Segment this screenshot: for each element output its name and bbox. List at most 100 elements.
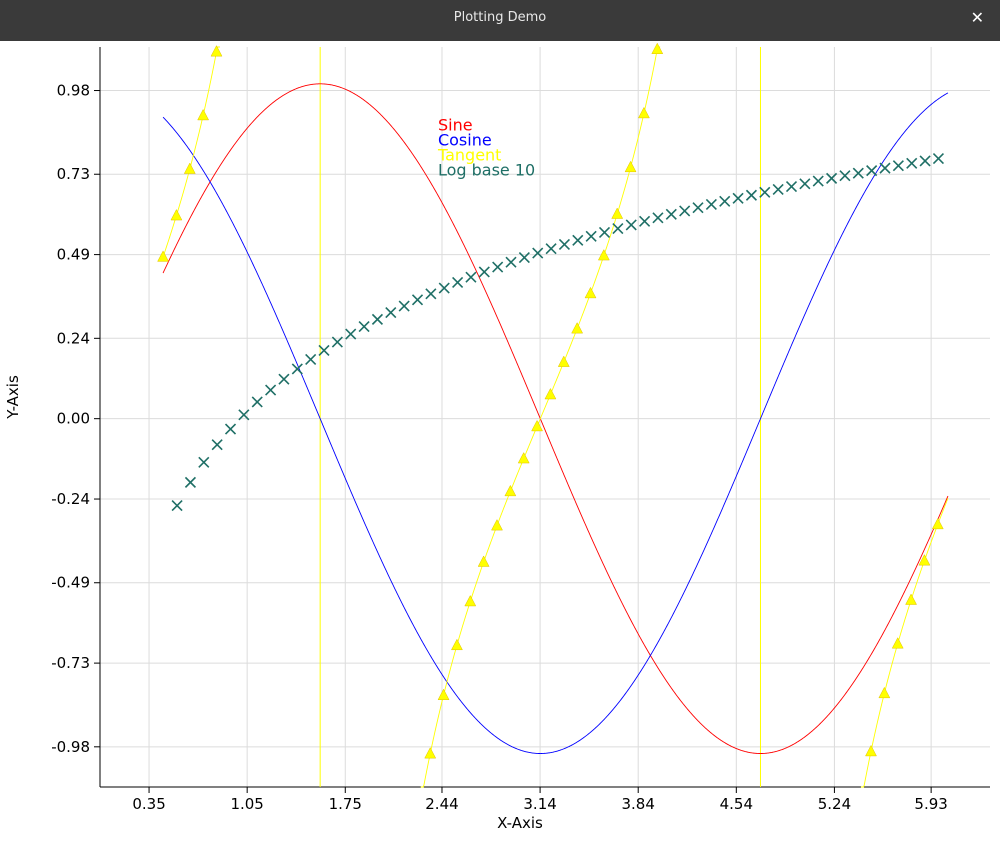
log-marker	[759, 186, 771, 198]
y-tick-label: 0.73	[57, 165, 90, 183]
tangent-marker	[183, 162, 196, 174]
log-marker	[625, 219, 637, 231]
log-marker	[398, 300, 410, 312]
log-marker	[438, 282, 450, 294]
log-marker	[839, 170, 851, 182]
log-marker	[518, 252, 530, 264]
log-marker	[799, 178, 811, 190]
log-marker	[745, 189, 758, 201]
y-tick-label: -0.24	[51, 490, 90, 508]
tangent-marker	[865, 744, 877, 757]
tangent-marker	[491, 519, 503, 531]
series-line-sine	[162, 83, 949, 754]
y-tick-label: 0.98	[57, 82, 90, 100]
close-icon[interactable]: ✕	[970, 8, 984, 27]
x-tick-label: 4.54	[720, 795, 753, 813]
y-tick-label: -0.49	[51, 574, 90, 592]
series-line-tangent	[162, 46, 949, 788]
tangent-marker	[905, 593, 917, 605]
log-marker	[238, 409, 250, 421]
log-marker	[265, 384, 277, 396]
log-marker	[345, 328, 357, 340]
series-layer	[162, 46, 949, 788]
log-marker	[612, 223, 624, 235]
window-titlebar: Plotting Demo ✕	[0, 0, 1000, 41]
log-marker	[251, 396, 263, 408]
log-marker	[318, 344, 330, 357]
tangent-marker	[504, 484, 517, 497]
log-marker	[785, 181, 798, 193]
tangent-marker	[464, 594, 477, 607]
log-marker	[679, 205, 691, 217]
log-marker	[879, 162, 891, 174]
log-marker	[184, 476, 197, 488]
x-tick-label: 3.84	[622, 795, 655, 813]
tangent-marker	[918, 554, 931, 566]
log-marker	[772, 183, 784, 195]
legend-entry: Tangent	[437, 146, 501, 165]
legend-entry: Log base 10	[438, 161, 535, 180]
x-tick-label: 3.14	[523, 795, 556, 813]
log-marker	[452, 276, 464, 289]
log-marker	[639, 215, 651, 227]
y-tick-label: 0.24	[57, 329, 90, 347]
log-marker	[371, 313, 384, 325]
log-marker	[866, 165, 878, 177]
asymptote-lines	[319, 47, 761, 787]
tangent-marker	[517, 451, 530, 464]
window-title: Plotting Demo	[453, 10, 547, 25]
log-marker	[278, 373, 290, 385]
log-marker	[932, 152, 945, 165]
tangent-marker	[157, 250, 169, 262]
y-axis-label: Y-Axis	[4, 375, 22, 420]
markers-layer	[157, 42, 945, 759]
tangent-marker	[170, 209, 183, 221]
x-tick-label: 2.44	[425, 795, 458, 813]
log-marker	[652, 212, 664, 224]
tangent-marker	[477, 555, 490, 567]
log-marker	[358, 320, 370, 333]
x-tick-label: 1.75	[329, 795, 362, 813]
log-marker	[478, 266, 490, 278]
y-tick-label: -0.73	[51, 654, 90, 672]
y-tick-label: 0.49	[57, 246, 90, 264]
tangent-marker	[557, 355, 570, 367]
tangent-marker	[878, 686, 891, 699]
y-tick-label: 0.00	[57, 410, 90, 428]
plot-frame	[99, 47, 990, 788]
log-marker	[692, 202, 704, 214]
log-marker	[919, 155, 931, 167]
log-marker	[211, 439, 223, 451]
tangent-marker	[451, 638, 463, 651]
grid-lines	[100, 47, 990, 787]
log-marker	[812, 175, 824, 187]
tangent-marker	[597, 249, 610, 261]
log-marker	[826, 172, 838, 184]
tangent-marker	[611, 207, 624, 219]
log-marker	[892, 160, 904, 172]
log-marker	[705, 198, 717, 211]
x-tick-label: 0.35	[132, 795, 165, 813]
log-marker	[719, 195, 731, 207]
tangent-marker	[531, 419, 543, 432]
log-marker	[198, 456, 210, 468]
log-marker	[732, 192, 744, 204]
log-marker	[532, 247, 544, 259]
tangent-marker	[638, 106, 650, 119]
tangent-marker	[651, 42, 664, 54]
log-marker	[852, 167, 864, 179]
tangent-marker	[571, 322, 584, 334]
log-marker	[291, 363, 303, 375]
axis-ticks: 0.35 1.05 1.75 2.44 3.14 3.84 4.54 5.24 5.93 0.98…	[51, 82, 948, 813]
log-marker	[558, 238, 571, 251]
x-axis-label: X-Axis	[497, 814, 543, 832]
log-marker	[331, 336, 343, 348]
legend-entry: Cosine	[438, 131, 492, 150]
log-marker	[385, 306, 397, 319]
tangent-marker	[437, 688, 450, 700]
tangent-marker	[424, 747, 437, 759]
series-line-cosine	[162, 92, 949, 754]
tangent-marker	[544, 387, 557, 400]
